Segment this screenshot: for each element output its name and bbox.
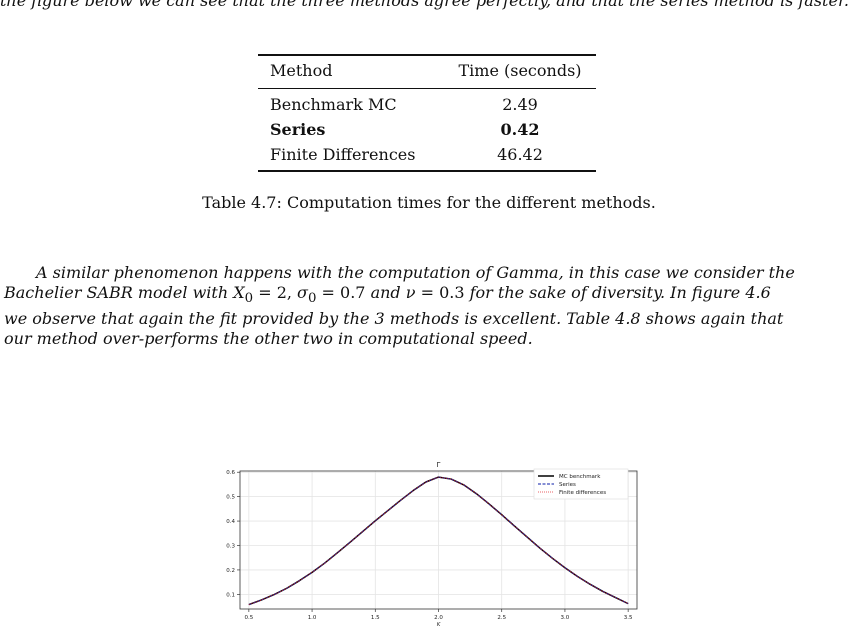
- table-header-rule: [258, 88, 596, 89]
- body-paragraph: A similar phenomenon happens with the co…: [4, 263, 854, 349]
- table-row-method: Benchmark MC: [270, 95, 397, 114]
- gamma-figure: 0.5 1.0 1.5 2.0 2.5 3.0 3.5 0.1 0.2 0.3 0.4 0.5 0.6 Γ…: [200, 456, 650, 636]
- paragraph-line: our method over-performs the other two i…: [4, 329, 533, 349]
- x-tick-label: 1.0: [308, 615, 317, 621]
- table-row-method: Finite Differences: [270, 145, 416, 164]
- y-tick-label: 0.4: [226, 519, 235, 525]
- y-tick-label: 0.5: [226, 495, 235, 501]
- paragraph-line: we observe that again the fit provided b…: [4, 309, 784, 329]
- gamma-chart: 0.5 1.0 1.5 2.0 2.5 3.0 3.5 0.1 0.2 0.3 0.4 0.5 0.6 Γ…: [226, 461, 638, 628]
- table-header-time: Time (seconds): [458, 61, 582, 80]
- y-tick-label: 0.6: [226, 470, 235, 476]
- table-top-rule: [258, 54, 596, 56]
- legend-box: [533, 468, 629, 500]
- x-tick-label: 1.5: [371, 615, 380, 621]
- table-caption: Table 4.7: Computation times for the dif…: [202, 193, 656, 212]
- x-tick-label: 0.5: [244, 615, 253, 621]
- paragraph-line: Bachelier SABR model with X0 = 2, σ0 = 0…: [4, 283, 771, 307]
- y-tick-label: 0.3: [226, 543, 235, 549]
- chart-title: Γ: [437, 461, 441, 469]
- y-tick-label: 0.1: [226, 592, 235, 598]
- x-tick-label: 2.5: [497, 615, 506, 621]
- y-tick-label: 0.2: [226, 568, 235, 574]
- x-tick-label: 3.5: [624, 615, 633, 621]
- paragraph-line: A similar phenomenon happens with the co…: [36, 263, 795, 282]
- table-row-time: 0.42: [500, 120, 540, 139]
- table-row-method: Series: [270, 120, 326, 139]
- series-line: [248, 476, 629, 605]
- x-tick-label: 2.0: [434, 615, 443, 621]
- legend-label: Series: [559, 482, 576, 488]
- table-row-time: 2.49: [502, 95, 538, 114]
- legend-label: MC benchmark: [559, 474, 601, 480]
- x-axis-label: K: [437, 622, 441, 628]
- legend-label: Finite differences: [559, 490, 606, 496]
- previous-paragraph-fragment: the figure below we can see that the thr…: [0, 0, 849, 10]
- x-tick-label: 3.0: [561, 615, 570, 621]
- table-bottom-rule: [258, 170, 596, 172]
- table-header-method: Method: [270, 61, 333, 80]
- table-row-time: 46.42: [497, 145, 543, 164]
